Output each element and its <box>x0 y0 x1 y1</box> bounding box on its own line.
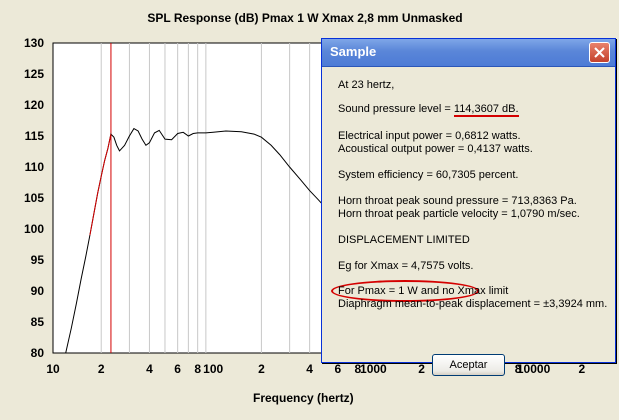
x-tick-label: 8 <box>355 362 362 376</box>
y-tick-label: 110 <box>25 160 45 174</box>
dialog-titlebar[interactable]: Sample <box>322 39 615 67</box>
dialog-title: Sample <box>330 44 377 59</box>
displacement-limited-line: DISPLACEMENT LIMITED <box>338 234 470 246</box>
x-tick-label: 100 <box>203 362 223 376</box>
spl-label: Sound pressure level = <box>338 103 454 115</box>
spl-curve-highlight <box>89 133 112 236</box>
electrical-power-line: Electrical input power = 0,6812 watts. <box>338 130 521 142</box>
x-tick-label: 2 <box>98 362 105 376</box>
y-tick-label: 95 <box>31 253 45 267</box>
y-tick-label: 80 <box>31 346 45 360</box>
y-tick-label: 130 <box>24 36 44 50</box>
close-x-icon <box>594 47 605 58</box>
y-tick-label: 115 <box>25 129 45 143</box>
x-tick-label: 8 <box>194 362 201 376</box>
accept-button[interactable]: Aceptar <box>432 354 505 376</box>
x-tick-label: 8 <box>515 362 522 376</box>
y-tick-label: 120 <box>24 98 44 112</box>
eg-xmax-line: Eg for Xmax = 4,7575 volts. <box>338 260 474 272</box>
x-tick-label: 4 <box>146 362 153 376</box>
pmax-line: For Pmax = 1 W and no Xmax limit <box>338 285 509 297</box>
x-tick-label: 6 <box>334 362 341 376</box>
y-tick-label: 125 <box>24 67 44 81</box>
spl-line: Sound pressure level = 114,3607 dB. <box>338 103 519 117</box>
x-tick-label: 6 <box>174 362 181 376</box>
x-axis-label: Frequency (hertz) <box>253 391 354 405</box>
throat-pressure-line: Horn throat peak sound pressure = 713,83… <box>338 195 577 207</box>
y-tick-label: 85 <box>31 315 45 329</box>
x-tick-label: 2 <box>578 362 585 376</box>
x-tick-label: 2 <box>258 362 265 376</box>
x-tick-label: 10000 <box>517 362 551 376</box>
y-tick-label: 100 <box>24 222 44 236</box>
sample-dialog: Sample At 23 hertz, Sound pressure level… <box>321 38 616 376</box>
acoustical-power-line: Acoustical output power = 0,4137 watts. <box>338 143 533 155</box>
spl-value: 114,3607 dB. <box>453 103 519 117</box>
x-tick-label: 2 <box>418 362 425 376</box>
throat-velocity-line: Horn throat peak particle velocity = 1,0… <box>338 208 580 220</box>
x-tick-label: 10 <box>46 362 60 376</box>
x-tick-label: 4 <box>306 362 313 376</box>
x-tick-label: 1000 <box>360 362 387 376</box>
chart-title: SPL Response (dB) Pmax 1 W Xmax 2,8 mm U… <box>147 11 463 25</box>
diaphragm-displacement-line: Diaphragm mean-to-peak displacement = ±3… <box>338 298 608 310</box>
y-tick-label: 90 <box>31 284 45 298</box>
frequency-line: At 23 hertz, <box>338 79 395 91</box>
y-tick-label: 105 <box>24 191 44 205</box>
dialog-body: At 23 hertz, Sound pressure level = 114,… <box>322 67 615 376</box>
close-button[interactable] <box>589 42 610 63</box>
eg-highlight-ellipse <box>331 280 479 302</box>
efficiency-line: System efficiency = 60,7305 percent. <box>338 169 519 181</box>
